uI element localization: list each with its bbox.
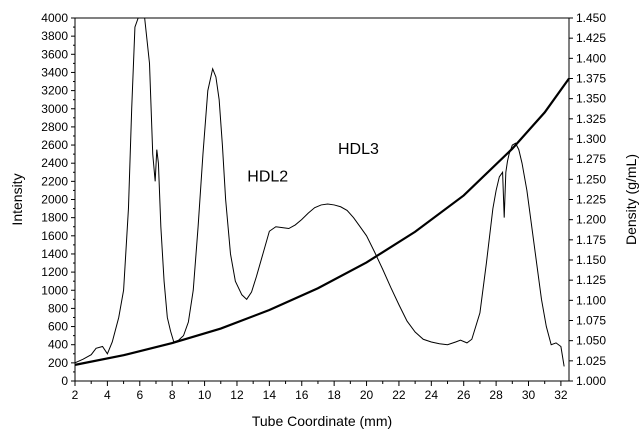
y2-tick-label: 1.425	[576, 31, 606, 45]
y-tick-label: 2000	[41, 193, 68, 207]
y-tick-label: 3400	[41, 65, 68, 79]
y-tick-label: 600	[48, 320, 68, 334]
x-tick-label: 22	[392, 388, 406, 402]
y-tick-label: 1800	[41, 211, 68, 225]
y2-tick-label: 1.000	[576, 374, 606, 388]
x-tick-label: 2	[72, 388, 79, 402]
x-tick-label: 32	[554, 388, 568, 402]
y-tick-label: 800	[48, 301, 68, 315]
y2-tick-label: 1.450	[576, 11, 606, 25]
x-tick-label: 8	[169, 388, 176, 402]
y-tick-label: 2200	[41, 174, 68, 188]
y-axis-title: Intensity	[9, 173, 25, 225]
density-gradient-line	[74, 77, 570, 366]
y-tick-label: 200	[48, 356, 68, 370]
y2-tick-label: 1.400	[576, 51, 606, 65]
x-tick-label: 12	[230, 388, 244, 402]
y2-tick-label: 1.325	[576, 112, 606, 126]
x-tick-label: 28	[489, 388, 503, 402]
x-tick-label: 4	[104, 388, 111, 402]
y2-tick-label: 1.125	[576, 273, 606, 287]
x-tick-label: 30	[522, 388, 536, 402]
x-axis-title: Tube Coordinate (mm)	[252, 413, 392, 429]
y-tick-label: 2600	[41, 138, 68, 152]
y-tick-label: 1200	[41, 265, 68, 279]
y2-tick-label: 1.050	[576, 334, 606, 348]
y-tick-label: 3200	[41, 84, 68, 98]
y-tick-label: 3000	[41, 102, 68, 116]
y-tick-label: 2400	[41, 156, 68, 170]
y2-tick-label: 1.225	[576, 193, 606, 207]
y-tick-label: 4000	[41, 11, 68, 25]
annotation-label: HDL3	[338, 141, 379, 158]
y2-tick-label: 1.250	[576, 172, 606, 186]
y-tick-label: 0	[61, 374, 68, 388]
x-tick-label: 26	[457, 388, 471, 402]
y-tick-label: 3600	[41, 47, 68, 61]
y2-tick-label: 1.150	[576, 253, 606, 267]
x-tick-label: 16	[295, 388, 309, 402]
y-tick-label: 1600	[41, 229, 68, 243]
x-tick-label: 24	[425, 388, 439, 402]
y2-tick-label: 1.275	[576, 152, 606, 166]
y2-tick-label: 1.175	[576, 233, 606, 247]
annotation-label: HDL2	[247, 168, 288, 185]
y2-tick-label: 1.375	[576, 72, 606, 86]
y-tick-label: 1000	[41, 283, 68, 297]
y2-axis-title: Density (g/mL)	[623, 154, 639, 245]
x-tick-label: 18	[327, 388, 341, 402]
y-tick-label: 3800	[41, 29, 68, 43]
y2-tick-label: 1.350	[576, 92, 606, 106]
x-tick-label: 10	[198, 388, 212, 402]
intensity-profile-line	[74, 17, 565, 367]
y2-tick-label: 1.100	[576, 293, 606, 307]
y2-tick-label: 1.025	[576, 354, 606, 368]
plot-frame	[74, 17, 570, 382]
x-tick-label: 14	[263, 388, 277, 402]
y-tick-label: 2800	[41, 120, 68, 134]
x-tick-label: 6	[136, 388, 143, 402]
y2-tick-label: 1.300	[576, 132, 606, 146]
y-tick-label: 400	[48, 338, 68, 352]
y2-tick-label: 1.075	[576, 314, 606, 328]
x-tick-label: 20	[360, 388, 374, 402]
y2-tick-label: 1.200	[576, 213, 606, 227]
y-tick-label: 1400	[41, 247, 68, 261]
